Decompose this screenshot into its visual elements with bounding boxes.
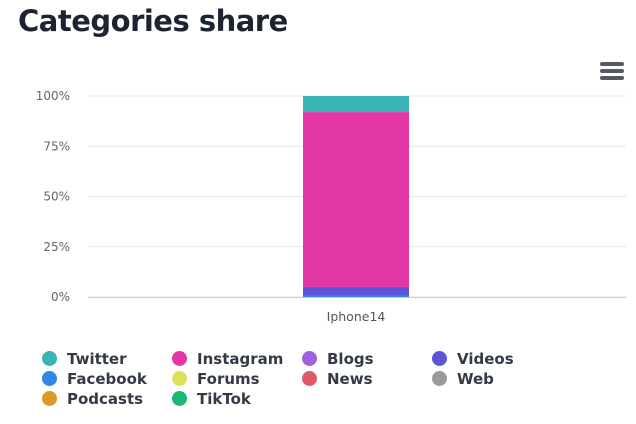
bar-segment-videos	[303, 286, 409, 295]
legend-label: Forums	[197, 369, 260, 388]
y-tick-label: 50%	[43, 190, 70, 204]
legend-item-twitter[interactable]: Twitter	[42, 349, 127, 368]
legend-marker	[302, 371, 317, 386]
legend-label: Facebook	[67, 369, 147, 388]
legend-marker	[432, 351, 447, 366]
legend-item-instagram[interactable]: Instagram	[172, 349, 283, 368]
legend-label: TikTok	[197, 389, 251, 408]
legend-label: Videos	[457, 349, 514, 368]
legend-item-news[interactable]: News	[302, 369, 373, 388]
legend-marker	[42, 371, 57, 386]
y-tick-label: 100%	[36, 89, 70, 103]
page-title: Categories share	[18, 4, 288, 38]
legend-label: Podcasts	[67, 389, 144, 408]
legend-item-forums[interactable]: Forums	[172, 369, 260, 388]
legend-marker	[172, 391, 187, 406]
legend-item-tiktok[interactable]: TikTok	[172, 389, 251, 408]
legend-label: Twitter	[67, 349, 127, 368]
legend-marker	[432, 371, 447, 386]
legend-label: Blogs	[327, 349, 374, 368]
menu-icon[interactable]	[600, 62, 624, 82]
legend-item-podcasts[interactable]: Podcasts	[42, 389, 143, 408]
y-tick-label: 75%	[43, 139, 70, 153]
bar-segment-instagram	[303, 112, 409, 287]
legend-label: Instagram	[197, 349, 284, 368]
legend-label: News	[327, 369, 373, 388]
legend-item-blogs[interactable]: Blogs	[302, 349, 374, 368]
legend-marker	[302, 351, 317, 366]
legend-marker	[172, 351, 187, 366]
bar-segment-twitter	[303, 96, 409, 113]
stacked-bar-chart: 0% 25% 50% 75% 100% Iphone14	[36, 89, 626, 324]
legend-marker	[172, 371, 187, 386]
x-tick-label: Iphone14	[327, 309, 386, 324]
y-tick-label: 0%	[51, 290, 70, 304]
legend-item-facebook[interactable]: Facebook	[42, 369, 147, 388]
bar-segment-facebook	[303, 294, 409, 297]
legend-marker	[42, 351, 57, 366]
legend-marker	[42, 391, 57, 406]
legend-item-web[interactable]: Web	[432, 369, 494, 388]
legend-label: Web	[457, 369, 494, 388]
y-tick-label: 25%	[43, 240, 70, 254]
legend-item-videos[interactable]: Videos	[432, 349, 514, 368]
